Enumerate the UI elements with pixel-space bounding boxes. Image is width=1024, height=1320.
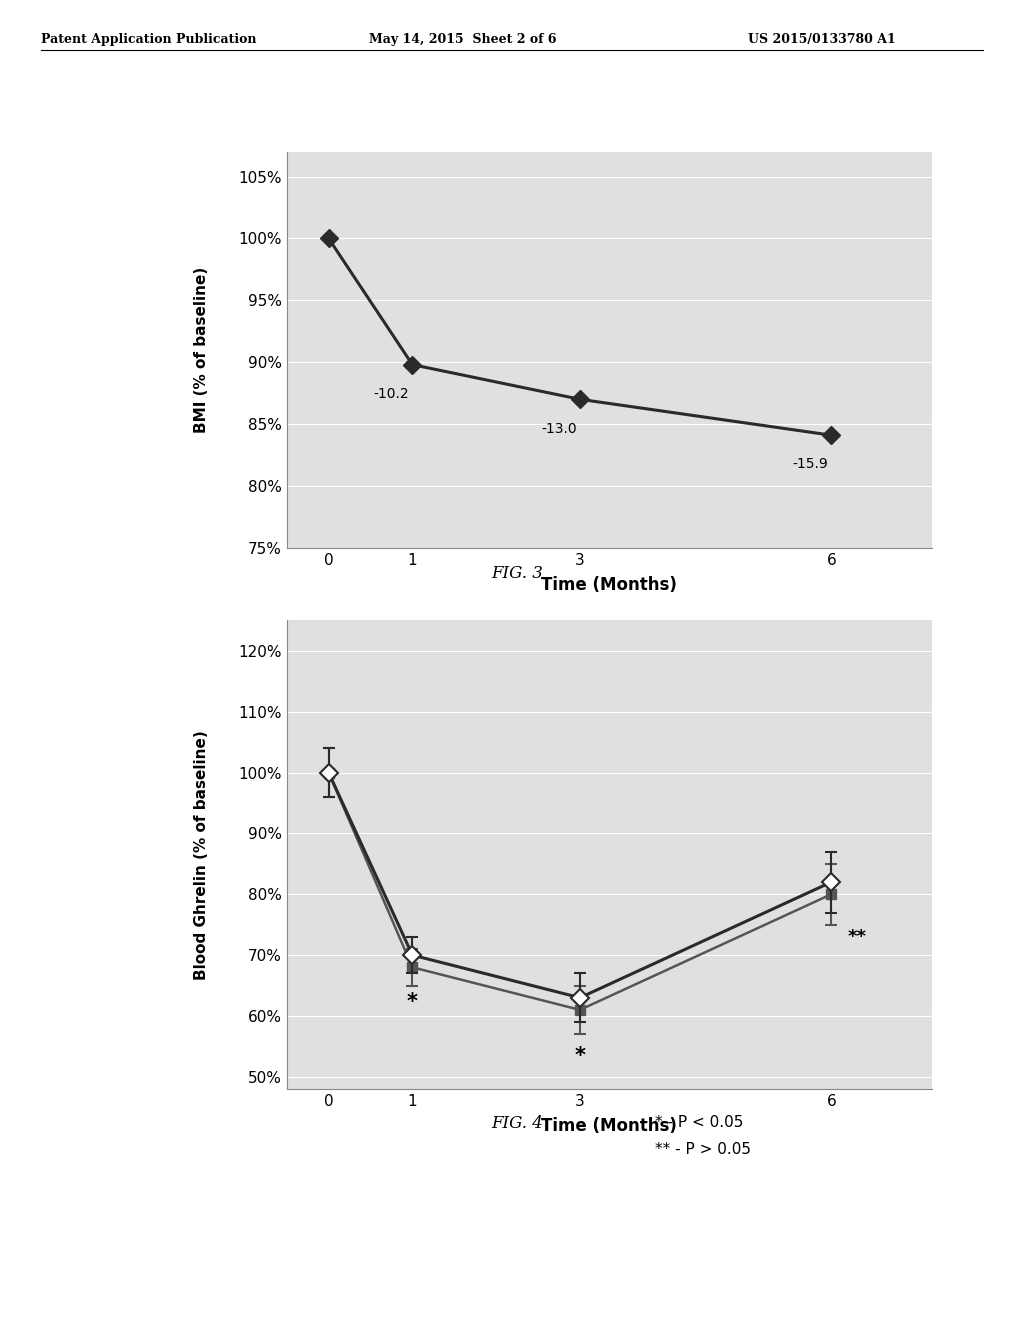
Text: -10.2: -10.2 — [374, 387, 410, 401]
Text: *: * — [407, 991, 418, 1011]
Text: * - P < 0.05: * - P < 0.05 — [655, 1115, 743, 1130]
Text: FIG. 4: FIG. 4 — [492, 1115, 543, 1133]
Text: ** - P > 0.05: ** - P > 0.05 — [655, 1142, 752, 1156]
Text: **: ** — [848, 928, 867, 946]
Text: -13.0: -13.0 — [542, 421, 577, 436]
Y-axis label: Blood Ghrelin (% of baseline): Blood Ghrelin (% of baseline) — [195, 730, 209, 979]
Text: FIG. 3: FIG. 3 — [492, 565, 543, 582]
Text: US 2015/0133780 A1: US 2015/0133780 A1 — [748, 33, 895, 46]
Text: Patent Application Publication: Patent Application Publication — [41, 33, 256, 46]
Text: -15.9: -15.9 — [793, 458, 828, 471]
X-axis label: Time (Months): Time (Months) — [542, 1117, 677, 1135]
Text: May 14, 2015  Sheet 2 of 6: May 14, 2015 Sheet 2 of 6 — [369, 33, 556, 46]
Text: *: * — [574, 1047, 586, 1067]
Y-axis label: BMI (% of baseline): BMI (% of baseline) — [195, 267, 209, 433]
X-axis label: Time (Months): Time (Months) — [542, 576, 677, 594]
